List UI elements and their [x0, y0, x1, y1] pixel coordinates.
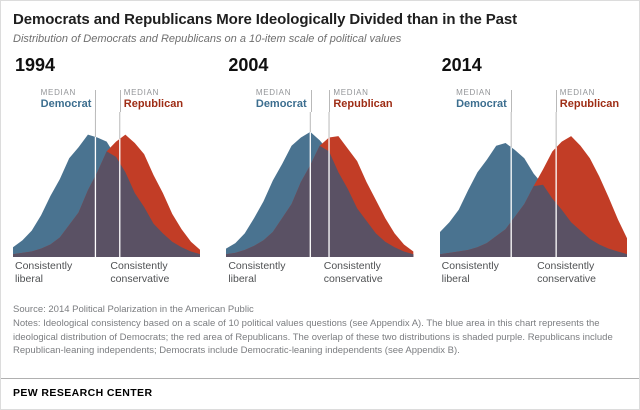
median-caption: MEDIAN	[333, 88, 369, 98]
year-label: 1994	[15, 55, 56, 75]
x-axis-labels: Consistently liberal Consistently conser…	[440, 258, 627, 294]
page-title: Democrats and Republicans More Ideologic…	[13, 11, 518, 28]
republican-label: Republican	[559, 97, 620, 110]
year-label: 2014	[441, 55, 482, 75]
median-democrat-label: MEDIAN Democrat	[256, 88, 311, 111]
median-caption: MEDIAN	[456, 88, 492, 98]
distribution-area-chart-1994	[13, 112, 201, 257]
median-annotations: MEDIAN Democrat MEDIAN Republican	[226, 78, 413, 112]
axis-label-consistently-conservative: Consistently conservative	[110, 260, 170, 286]
page-subtitle: Distribution of Democrats and Republican…	[13, 33, 402, 45]
distribution-area-chart-2004	[226, 112, 414, 257]
median-caption: MEDIAN	[123, 88, 160, 98]
median-republican-label: MEDIAN Republican	[556, 88, 619, 111]
median-democrat-label: MEDIAN Democrat	[456, 88, 511, 111]
year-label: 2004	[228, 55, 269, 75]
axis-label-consistently-liberal: Consistently liberal	[441, 260, 499, 286]
median-caption: MEDIAN	[559, 88, 596, 98]
charts-row: 1994 MEDIAN Democrat MEDIAN Republican C…	[1, 45, 639, 294]
chart-panel-2004: 2004 MEDIAN Democrat MEDIAN Republican C…	[226, 53, 414, 294]
median-republican-label: MEDIAN Republican	[120, 88, 183, 111]
chart-panel-1994: 1994 MEDIAN Democrat MEDIAN Republican C…	[13, 53, 201, 294]
median-republican-line	[329, 90, 331, 112]
median-republican-line	[555, 90, 557, 112]
median-republican-line	[119, 90, 121, 112]
axis-label-consistently-conservative: Consistently conservative	[323, 260, 383, 286]
median-democrat-line	[95, 90, 97, 112]
chart-panel-2014: 2014 MEDIAN Democrat MEDIAN Republican C…	[439, 53, 627, 294]
median-annotations: MEDIAN Democrat MEDIAN Republican	[440, 78, 627, 112]
median-democrat-line	[510, 90, 512, 112]
x-axis-labels: Consistently liberal Consistently conser…	[226, 258, 413, 294]
median-democrat-label: MEDIAN Democrat	[41, 88, 96, 111]
notes-text: Notes: Ideological consistency based on …	[13, 318, 613, 356]
distribution-area-chart-2014	[439, 112, 627, 257]
democrat-label: Democrat	[456, 97, 507, 110]
democrat-label: Democrat	[255, 97, 307, 110]
median-republican-label: MEDIAN Republican	[329, 88, 392, 111]
democrat-label: Democrat	[40, 97, 92, 110]
median-caption: MEDIAN	[40, 88, 76, 98]
axis-label-consistently-conservative: Consistently conservative	[537, 260, 597, 286]
source-text: Source: 2014 Political Polarization in t…	[13, 304, 254, 315]
axis-label-consistently-liberal: Consistently liberal	[15, 260, 73, 286]
median-annotations: MEDIAN Democrat MEDIAN Republican	[13, 78, 200, 112]
republican-label: Republican	[123, 97, 184, 110]
axis-label-consistently-liberal: Consistently liberal	[228, 260, 286, 286]
x-axis-labels: Consistently liberal Consistently conser…	[13, 258, 200, 294]
median-democrat-line	[310, 90, 312, 112]
republican-label: Republican	[333, 97, 393, 110]
median-caption: MEDIAN	[255, 88, 292, 98]
notes-block: Source: 2014 Political Polarization in t…	[1, 294, 639, 357]
brand-footer: PEW RESEARCH CENTER	[1, 378, 639, 409]
header: Democrats and Republicans More Ideologic…	[1, 1, 639, 45]
